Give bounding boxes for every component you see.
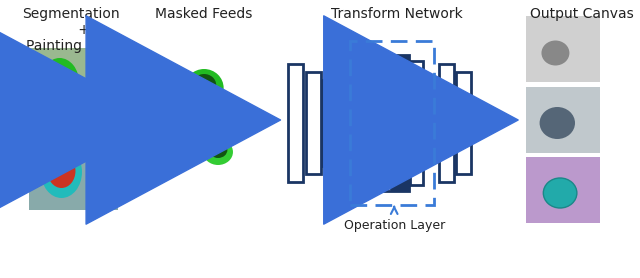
- Bar: [392, 115, 408, 131]
- Ellipse shape: [203, 139, 233, 165]
- Text: Masked Feeds: Masked Feeds: [156, 7, 253, 21]
- Bar: [392, 173, 408, 190]
- Bar: [356, 95, 372, 112]
- Text: Segmentation
      +
Painting Plan: Segmentation + Painting Plan: [22, 7, 120, 53]
- Bar: [525, 87, 600, 153]
- Bar: [410, 61, 423, 185]
- Bar: [29, 48, 118, 126]
- Bar: [374, 154, 390, 170]
- Ellipse shape: [47, 154, 76, 188]
- Bar: [337, 88, 351, 158]
- Ellipse shape: [541, 41, 570, 66]
- Bar: [374, 173, 390, 190]
- Bar: [374, 115, 390, 131]
- Bar: [392, 95, 408, 112]
- Bar: [374, 134, 390, 151]
- Bar: [356, 76, 372, 92]
- Bar: [356, 115, 372, 131]
- Ellipse shape: [41, 146, 82, 198]
- Bar: [392, 154, 408, 170]
- Bar: [356, 134, 372, 151]
- Bar: [356, 154, 372, 170]
- Bar: [356, 173, 372, 190]
- Bar: [525, 16, 600, 82]
- Bar: [355, 55, 409, 191]
- Ellipse shape: [543, 178, 577, 208]
- Bar: [29, 132, 118, 210]
- Bar: [525, 157, 600, 223]
- Text: Output Canvas: Output Canvas: [530, 7, 634, 21]
- Ellipse shape: [184, 69, 223, 107]
- Bar: [374, 76, 390, 92]
- Text: Transform Network: Transform Network: [331, 7, 463, 21]
- Ellipse shape: [209, 142, 227, 158]
- Ellipse shape: [178, 134, 202, 156]
- Bar: [392, 56, 408, 73]
- Ellipse shape: [47, 66, 73, 98]
- Bar: [392, 76, 408, 92]
- Bar: [288, 64, 303, 182]
- Bar: [306, 72, 321, 174]
- Ellipse shape: [540, 107, 575, 139]
- Text: Operation Layer: Operation Layer: [344, 219, 445, 232]
- Bar: [356, 56, 372, 73]
- Bar: [392, 134, 408, 151]
- Bar: [374, 95, 390, 112]
- Ellipse shape: [192, 74, 216, 96]
- Ellipse shape: [40, 58, 79, 108]
- Bar: [321, 80, 337, 166]
- Bar: [456, 72, 470, 174]
- Bar: [374, 56, 390, 73]
- Bar: [439, 64, 454, 182]
